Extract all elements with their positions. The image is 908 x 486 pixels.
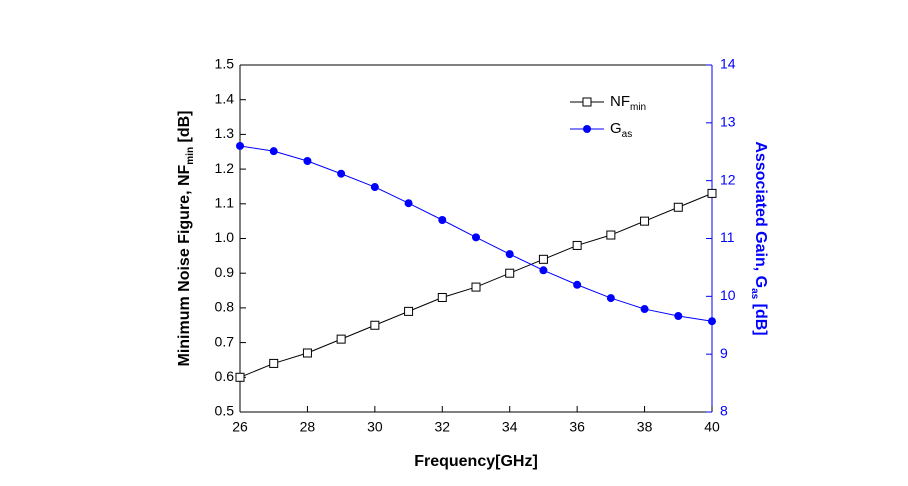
legend-label: NFmin xyxy=(610,93,646,113)
marker xyxy=(269,147,278,156)
y2-tick-label: 10 xyxy=(720,287,736,303)
y2-axis-title-part: [dB] xyxy=(752,299,769,335)
y2-tick-label: 9 xyxy=(720,345,728,361)
marker xyxy=(505,250,514,259)
y-tick-label: 0.9 xyxy=(215,264,235,280)
legend-subscript: min xyxy=(630,102,646,113)
marker xyxy=(303,157,312,166)
marker xyxy=(572,240,582,250)
y-tick-label: 1.2 xyxy=(215,160,235,176)
legend-subscript: as xyxy=(622,129,633,140)
x-tick-label: 26 xyxy=(232,419,248,435)
y-tick-label: 1.5 xyxy=(215,56,235,72)
marker xyxy=(437,292,447,302)
marker xyxy=(606,294,615,303)
marker xyxy=(573,280,582,289)
marker xyxy=(539,266,548,275)
marker xyxy=(472,233,480,242)
marker xyxy=(404,306,414,316)
marker xyxy=(302,348,312,358)
y-tick-label: 1.1 xyxy=(215,195,235,211)
y2-tick-label: 13 xyxy=(720,114,736,130)
y-tick-label: 0.5 xyxy=(215,403,235,419)
marker xyxy=(707,188,717,198)
y2-tick-label: 14 xyxy=(720,56,736,72)
marker xyxy=(674,311,683,320)
marker xyxy=(236,141,244,150)
y2-axis-title-part: Associated Gain, G xyxy=(752,141,769,288)
y-axis-title-part: [dB] xyxy=(176,110,193,146)
y-axis-title-part: min xyxy=(185,147,196,165)
legend-label: Gas xyxy=(610,120,632,140)
legend-name: G xyxy=(610,120,622,137)
y-axis-title: Minimum Noise Figure, NFmin [dB] xyxy=(176,110,195,366)
y-tick-label: 1.3 xyxy=(215,125,235,141)
y-tick-label: 1.0 xyxy=(215,229,235,245)
marker xyxy=(370,320,380,330)
y2-tick-label: 12 xyxy=(720,171,736,187)
marker xyxy=(505,268,515,278)
x-tick-label: 36 xyxy=(569,419,585,435)
marker xyxy=(471,282,481,292)
marker xyxy=(337,169,346,178)
marker xyxy=(673,202,683,212)
y2-axis-title-part: as xyxy=(749,288,760,300)
x-tick-label: 32 xyxy=(434,419,450,435)
y-axis-title-part: Minimum Noise Figure, NF xyxy=(176,164,193,366)
x-tick-label: 40 xyxy=(704,419,720,435)
x-tick-label: 38 xyxy=(637,419,653,435)
legend-name: NF xyxy=(610,93,630,110)
y-tick-label: 1.4 xyxy=(215,90,235,106)
marker xyxy=(370,183,379,192)
x-tick-label: 30 xyxy=(367,419,383,435)
marker xyxy=(235,372,245,382)
marker xyxy=(640,305,649,314)
y2-axis-title: Associated Gain, Gas [dB] xyxy=(749,141,768,335)
y-tick-label: 0.7 xyxy=(215,333,235,349)
marker xyxy=(538,254,548,264)
marker xyxy=(708,317,716,326)
y-tick-label: 0.6 xyxy=(215,368,235,384)
marker xyxy=(336,334,346,344)
marker xyxy=(269,358,279,368)
y2-tick-label: 11 xyxy=(720,229,735,245)
marker xyxy=(606,230,616,240)
y2-tick-label: 8 xyxy=(720,403,728,419)
marker xyxy=(438,215,447,224)
legend-marker xyxy=(583,125,591,133)
legend-marker xyxy=(582,97,592,107)
marker xyxy=(640,216,650,226)
marker xyxy=(404,199,413,208)
x-tick-label: 34 xyxy=(502,419,518,435)
y-tick-label: 0.8 xyxy=(215,299,235,315)
x-tick-label: 28 xyxy=(300,419,316,435)
x-axis-title: Frequency[GHz] xyxy=(414,453,538,470)
